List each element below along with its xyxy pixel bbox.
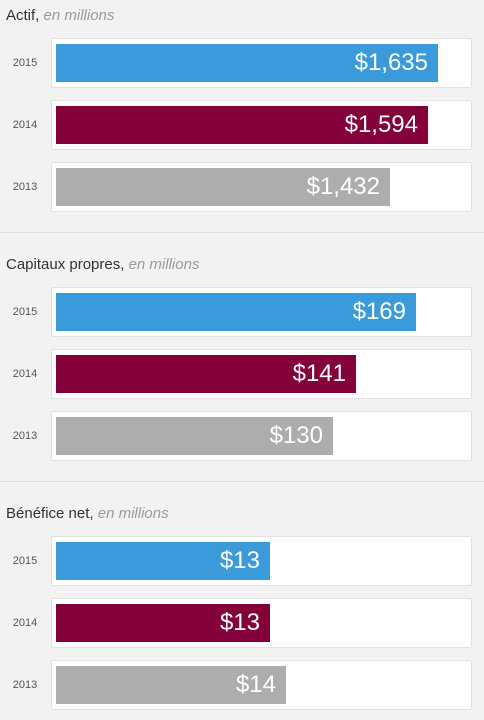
section-title-unit: en millions: [97, 505, 169, 522]
bar-track: $14: [51, 660, 472, 710]
bar-value-label: $1,635: [354, 49, 428, 76]
bar-value-label: $1,432: [306, 173, 380, 200]
year-label: 2015: [12, 306, 38, 318]
section-title-unit: en millions: [128, 256, 200, 273]
bar-2014: $13: [56, 604, 270, 642]
bar-row-2014: 2014 $1,594: [0, 100, 484, 150]
bar-2014: $141: [56, 355, 356, 393]
year-label: 2014: [12, 368, 38, 380]
bar-value-label: $169: [352, 298, 406, 325]
year-label: 2014: [12, 617, 38, 629]
bar-2013: $14: [56, 666, 286, 704]
bar-value-label: $1,594: [344, 111, 418, 138]
bar-row-2014: 2014 $141: [0, 349, 484, 399]
bar-track: $13: [51, 598, 472, 648]
bar-row-2015: 2015 $13: [0, 536, 484, 586]
bar-value-label: $14: [235, 671, 276, 698]
bar-track: $141: [51, 349, 472, 399]
year-label: 2013: [12, 430, 38, 442]
bar-row-2013: 2013 $130: [0, 411, 484, 461]
section-title-text: Actif,: [6, 7, 40, 24]
bar-track: $13: [51, 536, 472, 586]
year-label: 2013: [12, 181, 38, 193]
year-label: 2013: [12, 679, 38, 691]
section-title-text: Capitaux propres,: [6, 256, 125, 273]
section-title-unit: en millions: [43, 7, 115, 24]
bar-2013: $1,432: [56, 168, 390, 206]
bar-row-2015: 2015 $169: [0, 287, 484, 337]
bar-track: $169: [51, 287, 472, 337]
bar-value-label: $141: [292, 360, 346, 387]
section-divider: [0, 481, 484, 482]
bar-2015: $1,635: [56, 44, 438, 82]
bar-row-2015: 2015 $1,635: [0, 38, 484, 88]
bar-value-label: $130: [269, 422, 323, 449]
bar-track: $1,594: [51, 100, 472, 150]
bar-2015: $13: [56, 542, 270, 580]
section-title: Actif, en millions: [6, 7, 114, 24]
bar-value-label: $13: [219, 609, 260, 636]
section-title-text: Bénéfice net,: [6, 505, 94, 522]
bar-2013: $130: [56, 417, 333, 455]
bar-track: $130: [51, 411, 472, 461]
year-label: 2015: [12, 57, 38, 69]
bar-track: $1,635: [51, 38, 472, 88]
year-label: 2014: [12, 119, 38, 131]
bar-2015: $169: [56, 293, 416, 331]
bar-2014: $1,594: [56, 106, 428, 144]
bar-value-label: $13: [219, 547, 260, 574]
section-title: Capitaux propres, en millions: [6, 256, 199, 273]
section-title: Bénéfice net, en millions: [6, 505, 169, 522]
bar-row-2014: 2014 $13: [0, 598, 484, 648]
section-divider: [0, 232, 484, 233]
bar-track: $1,432: [51, 162, 472, 212]
year-label: 2015: [12, 555, 38, 567]
bar-row-2013: 2013 $1,432: [0, 162, 484, 212]
bar-row-2013: 2013 $14: [0, 660, 484, 710]
